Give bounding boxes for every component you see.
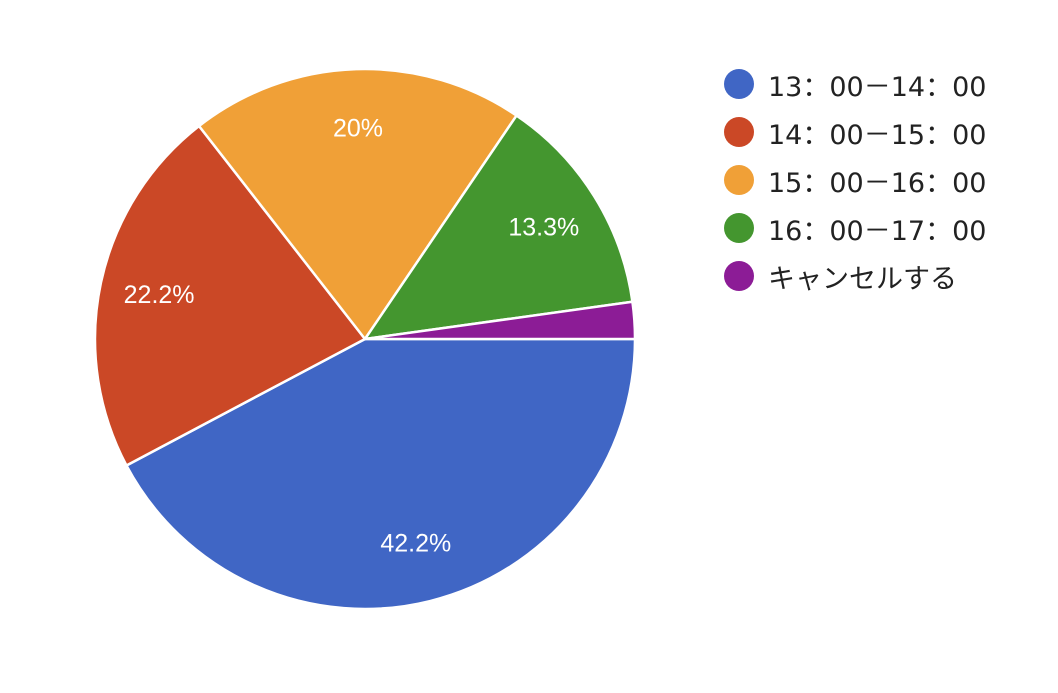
legend-label: 15：00－16：00 — [768, 167, 987, 199]
legend-item: 13：00－14：00 — [724, 60, 1054, 108]
slice-data-label: 13.3% — [508, 214, 579, 242]
slice-data-label: 20% — [333, 115, 383, 143]
legend-label: 16：00－17：00 — [768, 215, 987, 247]
pie-slice — [125, 337, 637, 611]
pie-slice — [363, 114, 634, 341]
legend-label: 13：00－14：00 — [768, 71, 987, 103]
legend-swatch — [724, 213, 754, 243]
legend-swatch — [724, 261, 754, 291]
pie-slice — [363, 300, 637, 341]
legend-label: キャンセルする — [768, 263, 957, 295]
legend-label: 14：00－15：00 — [768, 119, 987, 151]
legend-item: 16：00－17：00 — [724, 204, 1054, 252]
legend-item: 15：00－16：00 — [724, 156, 1054, 204]
pie-slice — [93, 124, 367, 467]
legend-item: 14：00－15：00 — [724, 108, 1054, 156]
slice-data-label: 42.2% — [380, 529, 451, 557]
legend-swatch — [724, 165, 754, 195]
legend-swatch — [724, 69, 754, 99]
legend-swatch — [724, 117, 754, 147]
legend: 13：00－14：00 14：00－15：00 15：00－16：00 16：0… — [724, 60, 1054, 300]
slice-data-label: 22.2% — [124, 281, 195, 309]
legend-item: キャンセルする — [724, 252, 1054, 300]
pie-slice — [197, 67, 518, 341]
